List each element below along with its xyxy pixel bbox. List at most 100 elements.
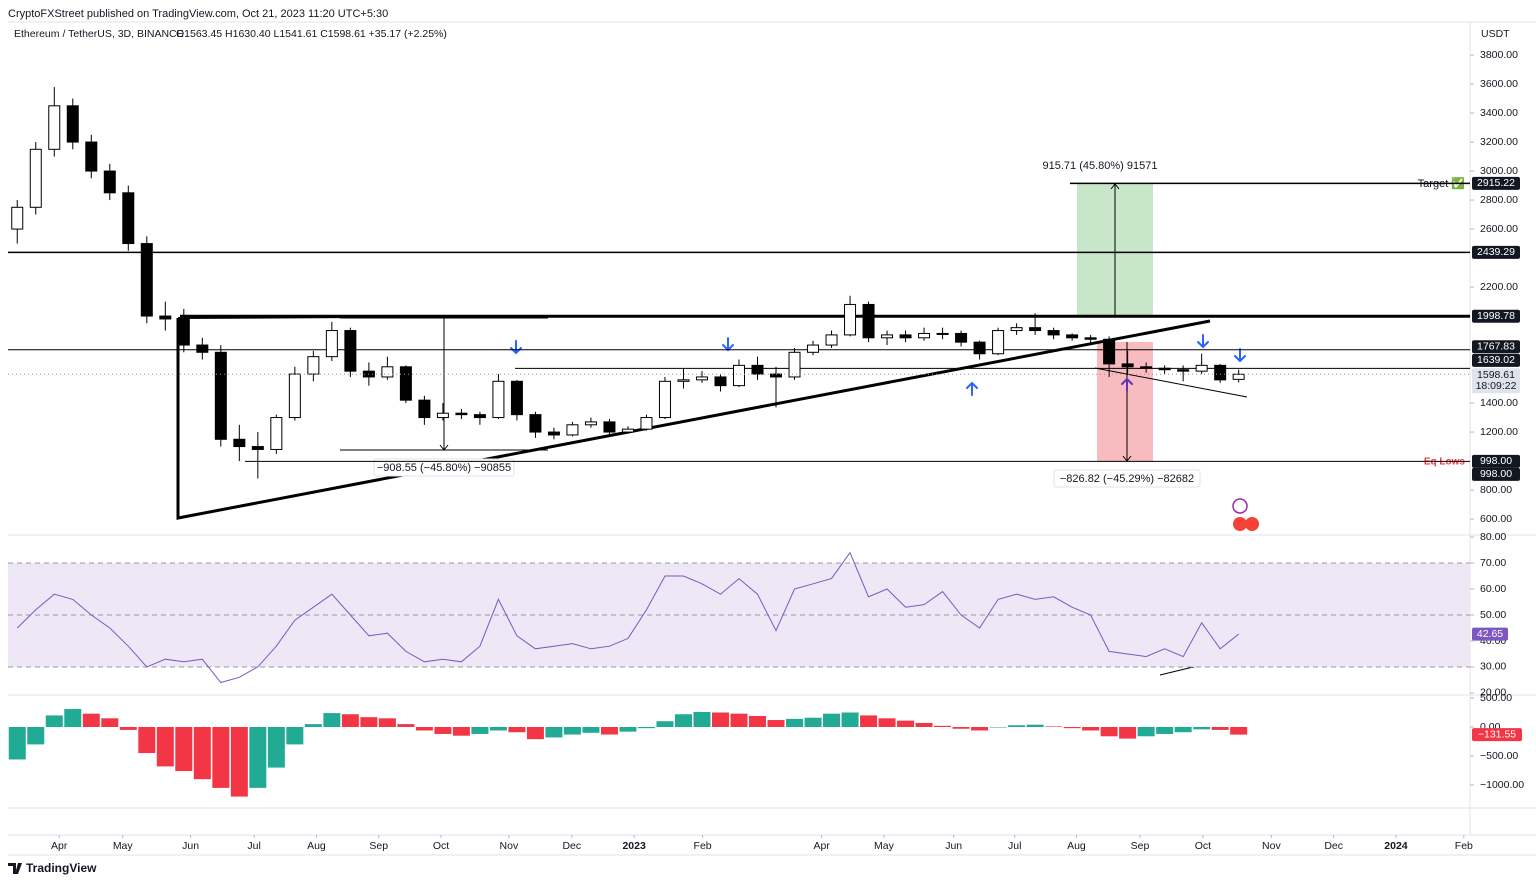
histogram-bar <box>1100 727 1118 737</box>
y-tick-label: 50.00 <box>1480 609 1506 621</box>
histogram-bar <box>526 727 544 740</box>
candle-body <box>307 356 320 375</box>
candle-body <box>177 318 190 346</box>
publisher: CryptoFXStreet published on TradingView.… <box>8 8 388 20</box>
candle-body <box>603 421 616 433</box>
histogram-bar <box>730 713 748 728</box>
y-tick-label: 70.00 <box>1480 557 1506 569</box>
histogram-bar <box>1174 727 1192 733</box>
candle-body <box>325 330 338 358</box>
histogram-bar <box>656 721 674 728</box>
candle-body <box>695 376 708 381</box>
histogram-bar <box>1063 727 1081 729</box>
candle-body <box>862 303 875 339</box>
histogram-bar <box>415 727 433 731</box>
histogram-bar <box>841 712 859 728</box>
footer-brand: TradingView <box>26 861 97 875</box>
histogram-bar <box>212 727 230 788</box>
histogram-bar <box>563 727 581 735</box>
y-tick-label: 3200.00 <box>1480 136 1518 148</box>
price-label-bg <box>1472 353 1520 367</box>
candle-body <box>714 376 727 387</box>
x-tick-label: Dec <box>562 840 581 852</box>
y-tick-label: 3600.00 <box>1480 78 1518 90</box>
histogram-bar <box>989 727 1007 728</box>
candle-body <box>233 438 246 448</box>
histogram-bar <box>434 727 452 734</box>
histogram-bar <box>360 717 378 728</box>
candle-body <box>381 366 394 378</box>
histogram-bar <box>897 720 915 728</box>
measure-label: −908.55 (−45.80%) −90855 <box>377 462 511 474</box>
candle-body <box>11 206 24 230</box>
candle-body <box>418 399 431 419</box>
candle-body <box>85 141 98 172</box>
countdown: 18:09:22 <box>1476 380 1517 392</box>
candle-body <box>251 446 264 450</box>
x-tick-label: Oct <box>433 840 449 852</box>
price-label: 998.00 <box>1480 468 1512 480</box>
histogram-bar <box>452 727 470 736</box>
candle-body <box>196 344 209 353</box>
candle-body <box>214 351 227 440</box>
histogram-bar <box>711 712 729 728</box>
x-tick-label: Jul <box>247 840 260 852</box>
histogram-bar <box>637 727 655 729</box>
event-icons <box>1232 498 1259 531</box>
candle-body <box>1195 364 1208 372</box>
y-tick-label: 3400.00 <box>1480 107 1518 119</box>
histogram-bar <box>175 727 193 772</box>
x-tick-label: Feb <box>1455 840 1473 852</box>
histogram-bar <box>230 727 248 797</box>
candle-body <box>973 341 986 355</box>
x-tick-label: Nov <box>1262 840 1281 852</box>
x-tick-label: Sep <box>1131 840 1150 852</box>
histogram-bar <box>915 722 933 728</box>
x-tick-label: Sep <box>369 840 388 852</box>
candle-body <box>1047 330 1060 336</box>
candle-body <box>992 330 1005 355</box>
y-tick-label: 1200.00 <box>1480 426 1518 438</box>
y-tick-label: 3800.00 <box>1480 49 1518 61</box>
measure-box <box>373 458 515 477</box>
x-tick-label: Dec <box>1324 840 1343 852</box>
candle-body <box>122 192 135 245</box>
histogram-bar <box>545 727 563 738</box>
histogram-bar <box>786 718 804 728</box>
x-tick-label: 2024 <box>1384 840 1408 852</box>
histogram-bar <box>749 715 767 728</box>
candle-body <box>751 364 764 375</box>
candle-body <box>677 379 690 382</box>
y-tick-label: 3000.00 <box>1480 165 1518 177</box>
candle-body <box>936 332 949 335</box>
rsi-last-bg <box>1472 627 1508 641</box>
histogram-bar <box>397 724 415 728</box>
candle-body <box>29 148 42 208</box>
histogram-bar <box>878 718 896 728</box>
histogram-bar <box>101 718 119 728</box>
x-tick-label: Jun <box>945 840 962 852</box>
y-tick-label: 2800.00 <box>1480 194 1518 206</box>
candle-body <box>621 428 634 433</box>
histogram-bar <box>1156 727 1174 734</box>
histogram-bar <box>193 727 211 780</box>
hist-last-bg <box>1472 728 1522 742</box>
histogram-bar <box>1211 727 1229 730</box>
histogram-bar <box>156 727 174 767</box>
histogram-bar <box>138 727 156 754</box>
y-tick-label: −500.00 <box>1480 750 1518 762</box>
candle-body <box>547 431 560 436</box>
y-tick-label: 80.00 <box>1480 531 1506 543</box>
histogram-bar <box>767 720 785 728</box>
x-tick-label: Aug <box>1067 840 1086 852</box>
histogram-bar <box>934 725 952 728</box>
histogram-bar <box>600 727 618 735</box>
candle-body <box>918 332 931 339</box>
price-label-bg <box>1472 454 1520 468</box>
candle-body <box>899 334 912 339</box>
candle-body <box>1177 369 1190 372</box>
price-label: 998.00 <box>1480 455 1512 467</box>
